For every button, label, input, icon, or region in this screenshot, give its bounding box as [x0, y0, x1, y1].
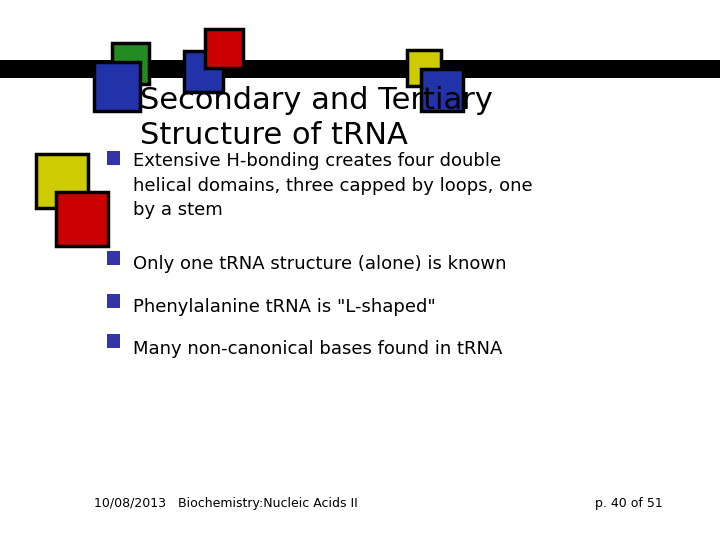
Text: Only one tRNA structure (alone) is known: Only one tRNA structure (alone) is known	[133, 255, 507, 273]
Bar	[112, 43, 149, 84]
Text: p. 40 of 51: p. 40 of 51	[595, 497, 662, 510]
Bar	[94, 62, 140, 111]
Text: Secondary and Tertiary: Secondary and Tertiary	[140, 86, 493, 116]
Bar	[184, 51, 223, 92]
Bar	[205, 29, 243, 68]
Text: Many non-canonical bases found in tRNA: Many non-canonical bases found in tRNA	[133, 340, 503, 357]
Bar	[107, 334, 120, 348]
Bar	[56, 192, 108, 246]
Text: Phenylalanine tRNA is "L-shaped": Phenylalanine tRNA is "L-shaped"	[133, 298, 436, 316]
Bar	[107, 294, 120, 308]
Bar	[107, 151, 120, 165]
Text: Extensive H-bonding creates four double
helical domains, three capped by loops, : Extensive H-bonding creates four double …	[133, 152, 533, 219]
Bar	[107, 251, 120, 265]
Bar	[407, 50, 441, 86]
Text: 10/08/2013   Biochemistry:Nucleic Acids II: 10/08/2013 Biochemistry:Nucleic Acids II	[94, 497, 357, 510]
Bar	[421, 69, 463, 111]
Bar	[0, 60, 720, 78]
Text: Structure of tRNA: Structure of tRNA	[140, 122, 408, 151]
Bar	[36, 154, 88, 208]
